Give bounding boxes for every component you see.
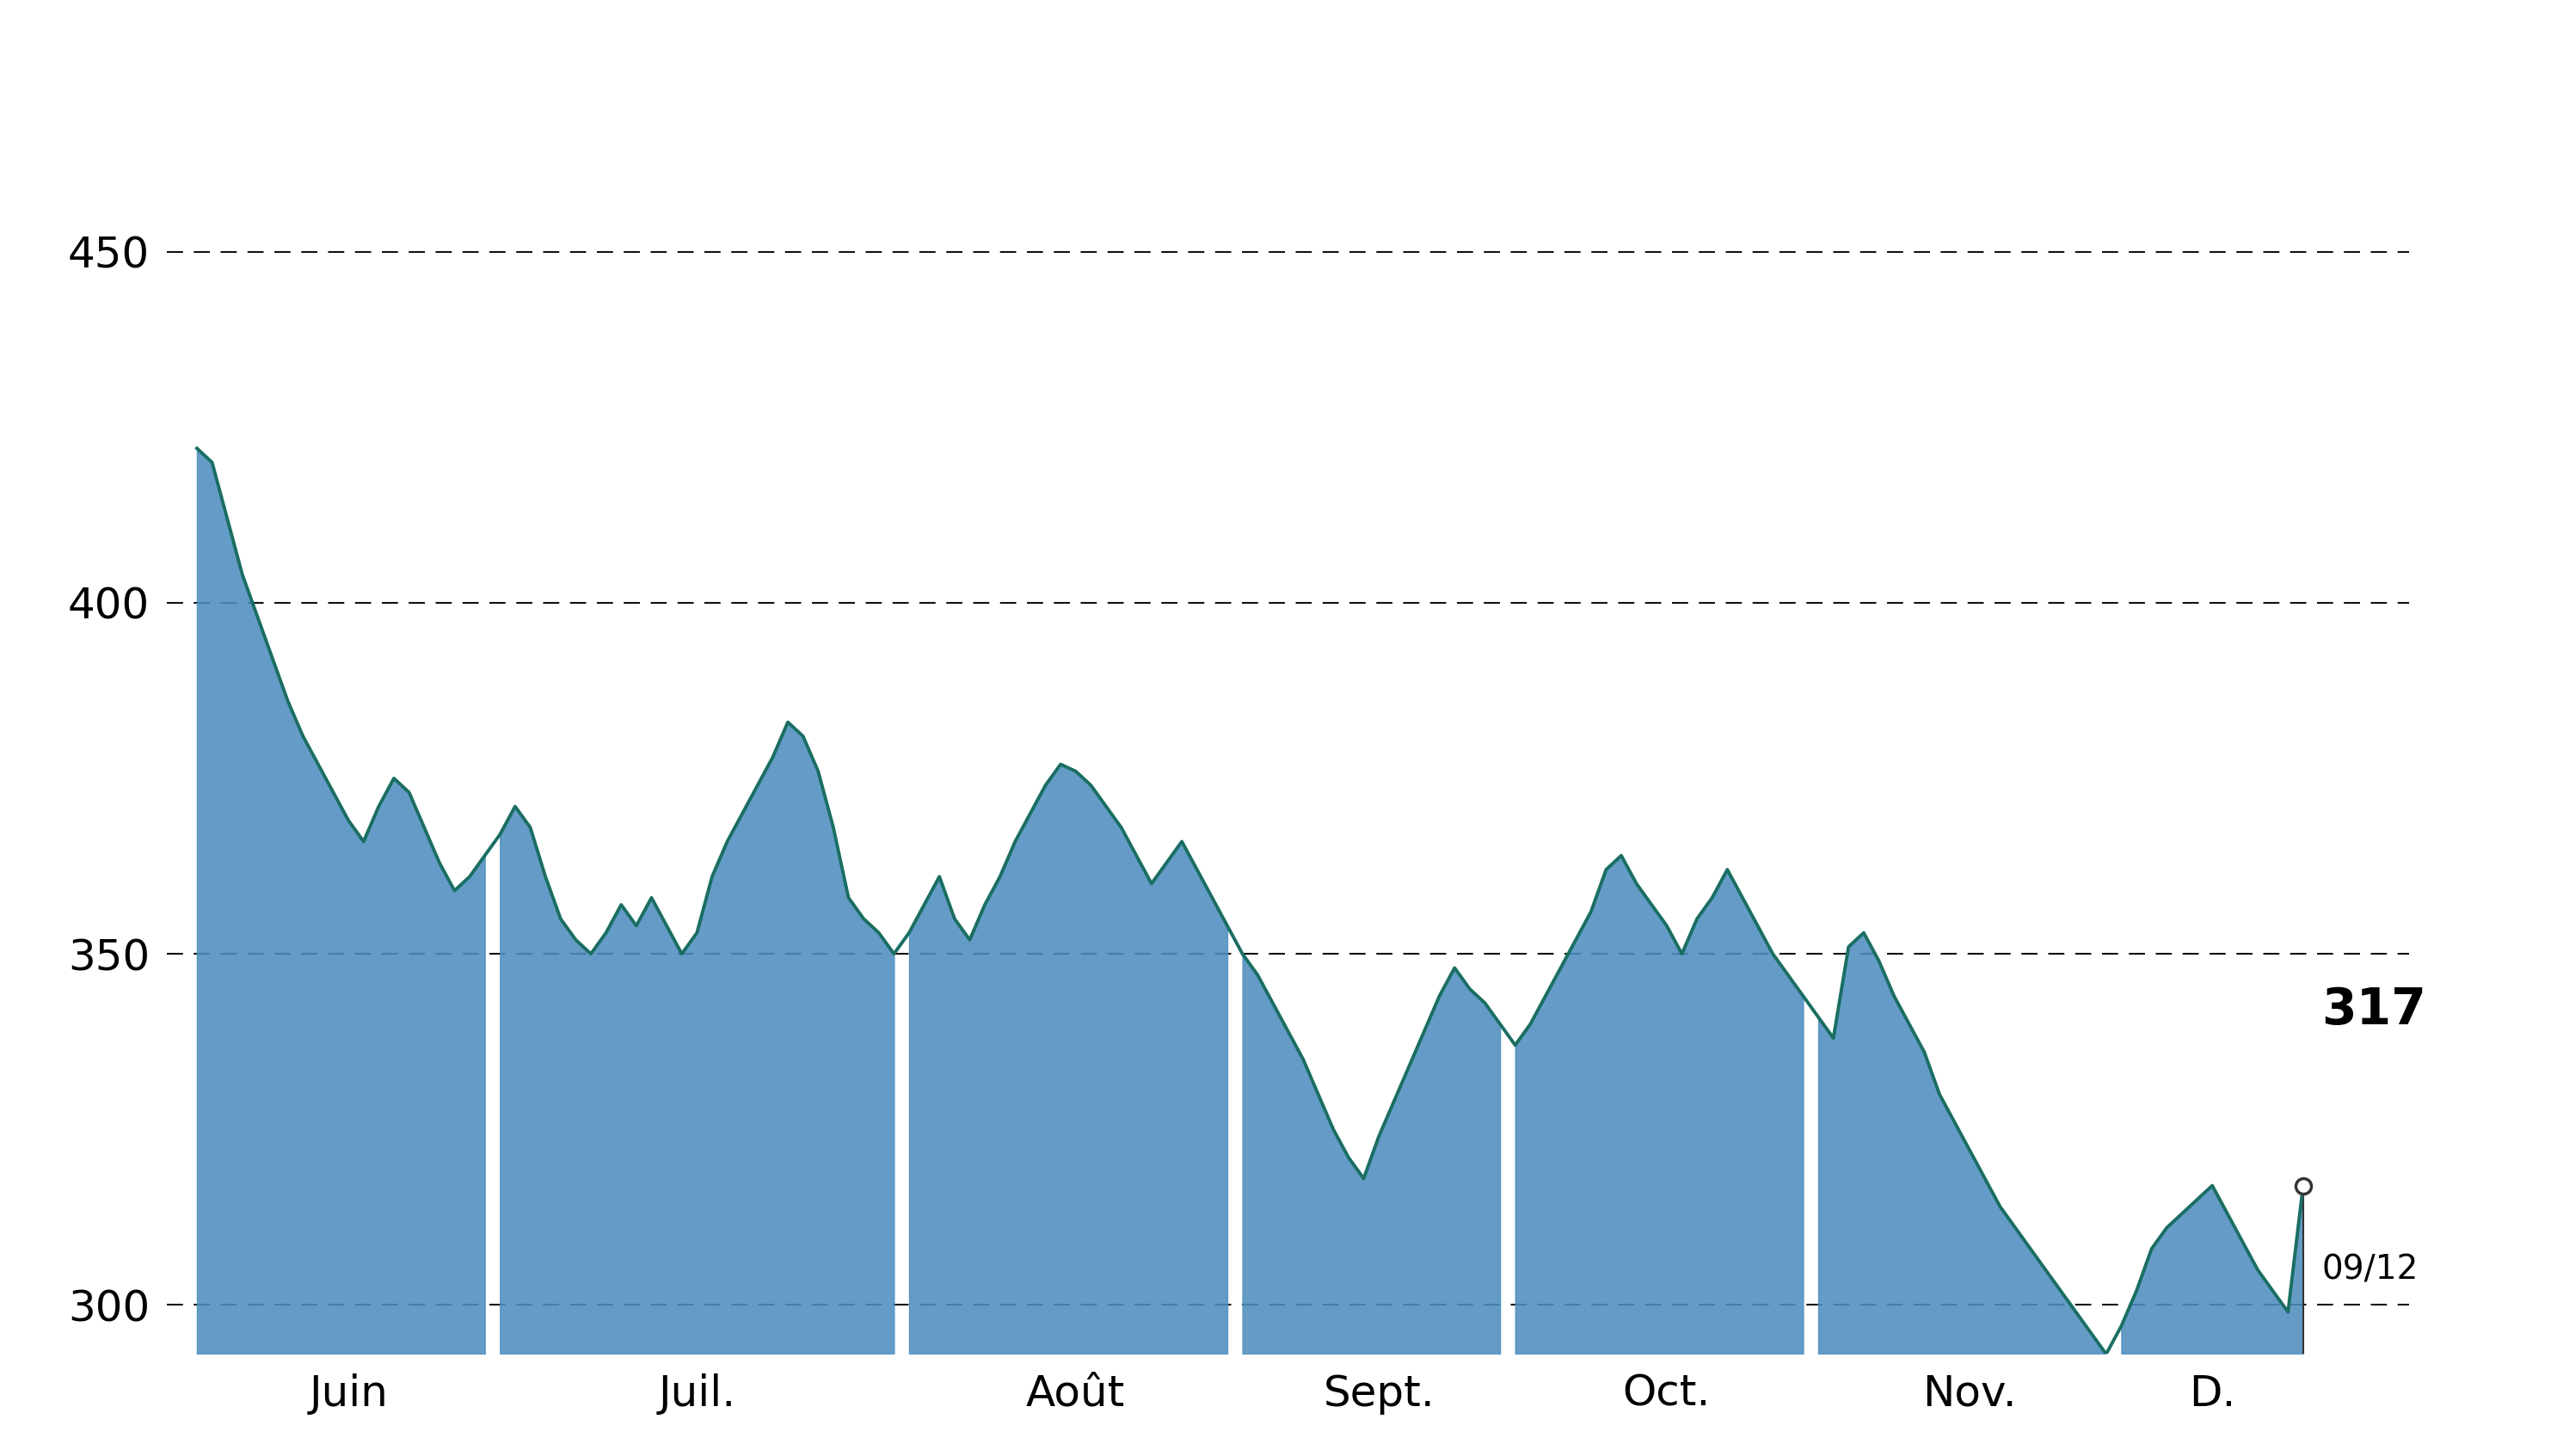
Text: 09/12: 09/12	[2322, 1254, 2417, 1286]
Text: BURELLE: BURELLE	[1048, 31, 1515, 122]
Text: 317: 317	[2322, 986, 2427, 1035]
